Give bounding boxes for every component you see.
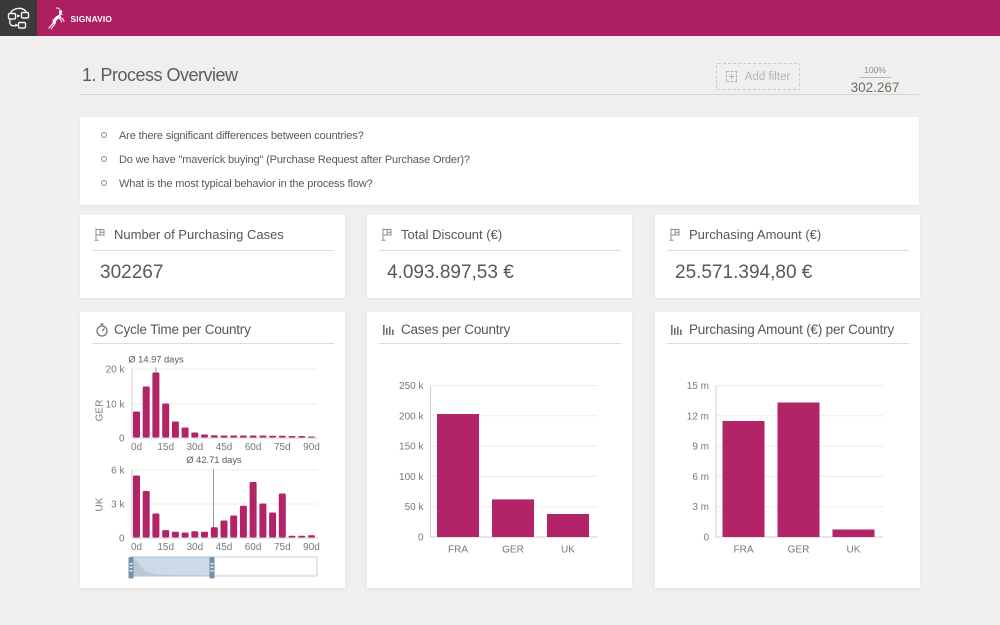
svg-text:75d: 75d xyxy=(274,442,291,453)
svg-text:12 m: 12 m xyxy=(687,411,709,422)
svg-text:0d: 0d xyxy=(131,542,142,553)
svg-text:UK: UK xyxy=(561,544,575,555)
svg-text:0: 0 xyxy=(119,533,125,544)
svg-text:15d: 15d xyxy=(157,542,174,553)
svg-text:45d: 45d xyxy=(216,542,233,553)
svg-text:0: 0 xyxy=(703,532,709,543)
svg-text:Ø 14.97 days: Ø 14.97 days xyxy=(128,354,184,364)
svg-text:3 m: 3 m xyxy=(692,502,709,513)
svg-text:60d: 60d xyxy=(245,442,262,453)
svg-text:GER: GER xyxy=(788,544,810,555)
svg-text:30d: 30d xyxy=(186,442,203,453)
svg-text:250 k: 250 k xyxy=(399,381,424,392)
svg-text:9 m: 9 m xyxy=(692,441,709,452)
svg-text:20 k: 20 k xyxy=(106,364,126,375)
svg-text:UK: UK xyxy=(847,544,861,555)
svg-text:FRA: FRA xyxy=(734,544,754,555)
svg-text:200 k: 200 k xyxy=(399,411,424,422)
svg-text:10 k: 10 k xyxy=(106,399,126,410)
svg-text:15d: 15d xyxy=(157,442,174,453)
svg-text:60d: 60d xyxy=(245,542,262,553)
svg-text:45d: 45d xyxy=(216,442,233,453)
svg-text:90d: 90d xyxy=(303,542,320,553)
svg-text:50 k: 50 k xyxy=(405,502,425,513)
svg-text:150 k: 150 k xyxy=(399,441,424,452)
svg-text:GER: GER xyxy=(95,399,106,421)
svg-text:GER: GER xyxy=(502,544,524,555)
svg-text:75d: 75d xyxy=(274,542,291,553)
svg-text:30d: 30d xyxy=(186,542,203,553)
svg-text:100 k: 100 k xyxy=(399,471,424,482)
svg-text:FRA: FRA xyxy=(448,544,468,555)
svg-text:90d: 90d xyxy=(303,442,320,453)
svg-text:15 m: 15 m xyxy=(687,381,709,392)
svg-text:6 m: 6 m xyxy=(692,471,709,482)
svg-text:UK: UK xyxy=(95,497,106,511)
svg-text:0d: 0d xyxy=(131,442,142,453)
svg-text:6 k: 6 k xyxy=(111,465,125,476)
svg-text:0: 0 xyxy=(119,433,125,444)
svg-text:0: 0 xyxy=(418,532,424,543)
svg-text:Ø 42.71 days: Ø 42.71 days xyxy=(186,455,242,465)
svg-text:3 k: 3 k xyxy=(111,499,125,510)
